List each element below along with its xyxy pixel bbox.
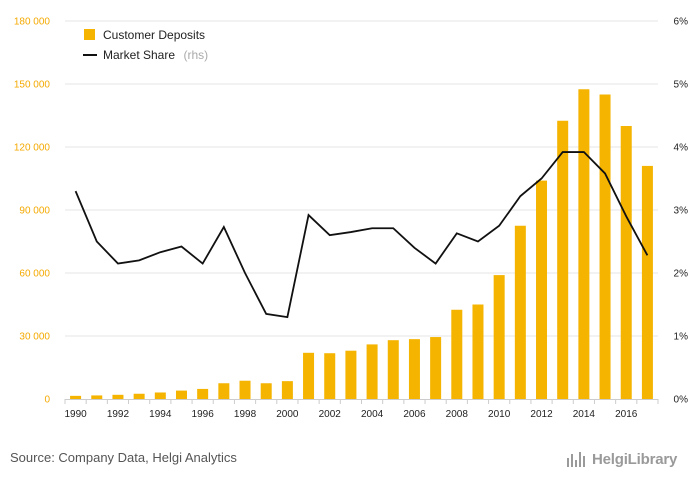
bar xyxy=(430,337,442,399)
right-axis-ticks: 0% 1% 2% 3% 4% 5% 6% xyxy=(674,17,689,406)
y-left-tick-label: 120 000 xyxy=(14,143,51,154)
bar xyxy=(493,275,505,399)
bar xyxy=(281,381,293,399)
bar-series-customer-deposits xyxy=(70,89,653,399)
x-tick-label: 1994 xyxy=(149,409,172,420)
x-tick-label: 1990 xyxy=(64,409,87,420)
y-left-tick-label: 60 000 xyxy=(19,269,50,280)
bar xyxy=(366,344,378,399)
bar xyxy=(451,309,463,399)
legend-label-market-share: Market Share (rhs) xyxy=(103,46,208,63)
x-tick-label: 2012 xyxy=(530,409,553,420)
bar xyxy=(154,392,166,399)
legend-label-market-share-suffix: (rhs) xyxy=(183,48,208,62)
bar xyxy=(218,383,230,399)
y-left-tick-label: 30 000 xyxy=(19,332,50,343)
bar xyxy=(70,395,82,399)
y-left-tick-label: 180 000 xyxy=(14,17,51,28)
x-tick-label: 2002 xyxy=(319,409,342,420)
bar xyxy=(260,383,272,399)
x-tick-label: 2006 xyxy=(403,409,426,420)
bar xyxy=(620,126,632,399)
x-tick-label: 2004 xyxy=(361,409,384,420)
bar xyxy=(239,380,251,399)
bar xyxy=(408,339,420,399)
x-tick-label: 1996 xyxy=(192,409,215,420)
bar xyxy=(557,120,569,399)
line-series-market-share xyxy=(74,151,649,319)
y-right-tick-label: 3% xyxy=(674,206,689,217)
chart: 0 30 000 60 000 90 000 120 000 150 000 180 000… xyxy=(14,17,689,421)
bar xyxy=(112,394,124,399)
logo-icon xyxy=(567,452,585,467)
x-tick-label: 2008 xyxy=(446,409,469,420)
bar xyxy=(641,165,653,399)
x-tick-label: 2014 xyxy=(573,409,596,420)
x-axis: 1990 1992 1994 1996 1998 2000 2002 2004 2006 2008… xyxy=(64,399,659,420)
y-left-tick-label: 150 000 xyxy=(14,80,51,91)
bar xyxy=(324,353,336,399)
bar xyxy=(536,180,548,399)
x-tick-label: 1992 xyxy=(107,409,130,420)
y-right-tick-label: 1% xyxy=(674,332,689,343)
y-right-tick-label: 2% xyxy=(674,269,689,280)
x-tick-label: 2016 xyxy=(615,409,638,420)
helgi-library-logo: HelgiLibrary xyxy=(566,448,677,470)
bar xyxy=(599,94,611,399)
gridlines xyxy=(65,20,658,337)
bar xyxy=(387,340,399,399)
y-right-tick-label: 6% xyxy=(674,17,689,28)
y-left-tick-label: 90 000 xyxy=(19,206,50,217)
y-left-tick-label: 0 xyxy=(44,395,50,406)
y-right-tick-label: 5% xyxy=(674,80,689,91)
bar xyxy=(133,393,145,399)
bar xyxy=(91,395,103,399)
legend-label-customer-deposits: Customer Deposits xyxy=(103,28,205,42)
y-right-tick-label: 4% xyxy=(674,143,689,154)
x-tick-label: 1998 xyxy=(234,409,257,420)
x-tick-label: 2000 xyxy=(276,409,299,420)
source-note: Source: Company Data, Helgi Analytics xyxy=(10,450,237,465)
logo-text: HelgiLibrary xyxy=(592,450,678,468)
bar xyxy=(175,390,187,399)
legend: Customer Deposits Market Share (rhs) xyxy=(83,28,208,63)
bar xyxy=(303,352,315,399)
bar xyxy=(345,350,357,399)
legend-label-market-share-name: Market Share xyxy=(103,48,175,62)
legend-swatch-customer-deposits xyxy=(84,29,95,40)
bar xyxy=(472,304,484,399)
bar xyxy=(514,225,526,399)
bar xyxy=(578,89,590,399)
left-axis-ticks: 0 30 000 60 000 90 000 120 000 150 000 180 000 xyxy=(14,17,51,406)
bar xyxy=(197,388,209,399)
y-right-tick-label: 0% xyxy=(674,395,689,406)
x-tick-label: 2010 xyxy=(488,409,511,420)
